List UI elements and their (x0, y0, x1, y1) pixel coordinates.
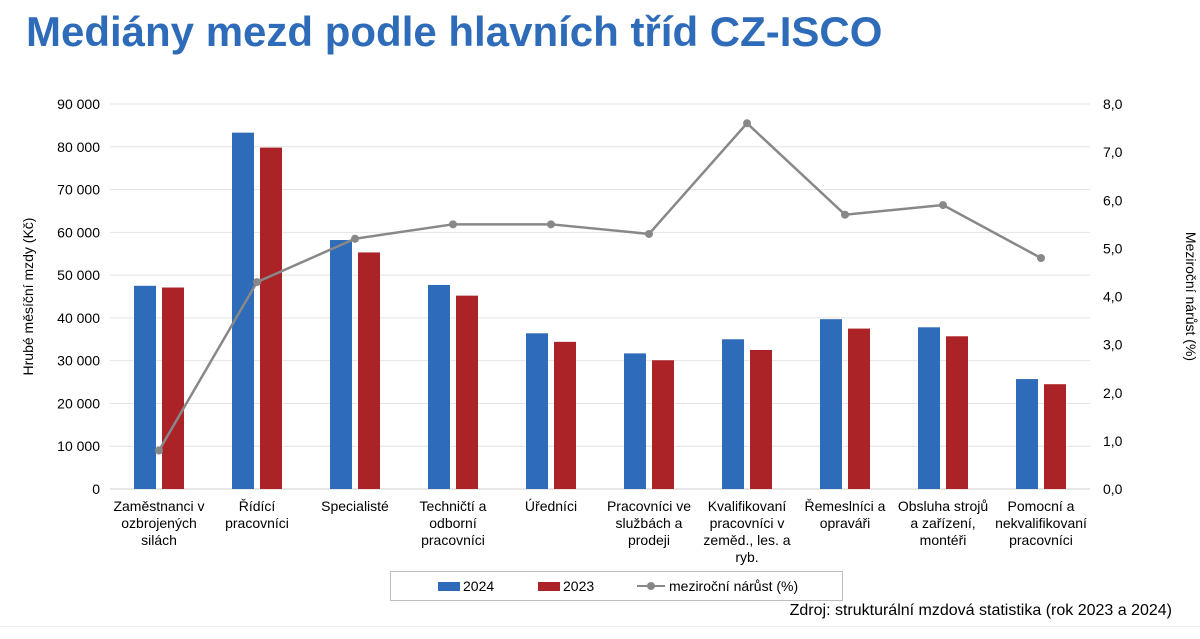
bar-2023 (554, 341, 576, 489)
growth-point (449, 220, 457, 229)
x-category-label: Obsluha strojů (898, 498, 988, 514)
bar-2024 (820, 319, 842, 489)
legend-item-2023: 2023 (538, 572, 594, 600)
growth-point (547, 220, 555, 229)
x-category-label: silách (141, 532, 177, 548)
growth-point (939, 201, 947, 210)
y2-tick-label: 2,0 (1103, 385, 1123, 401)
y-axis-title: Hrubé měsíční mzdy (Kč) (20, 218, 36, 376)
bar-2024 (134, 285, 156, 489)
page-title: Mediány mezd podle hlavních tříd CZ-ISCO (26, 8, 883, 55)
x-category-label: montéři (920, 532, 967, 548)
y2-tick-label: 5,0 (1103, 240, 1123, 256)
y2-tick-label: 0,0 (1103, 481, 1123, 497)
x-category-label: odborní (429, 515, 477, 531)
y2-tick-label: 6,0 (1103, 192, 1123, 208)
x-category-label: pracovníci (1009, 532, 1073, 548)
x-category-label: Úředníci (525, 498, 577, 514)
y-tick-label: 30 000 (57, 353, 100, 369)
bar-2024 (428, 284, 450, 489)
x-category-label: Kvalifikovaní (708, 498, 787, 514)
x-category-label: a zařízení, (910, 515, 975, 531)
x-category-label: Techničtí a (420, 498, 487, 514)
bar-2024 (918, 327, 940, 489)
growth-point (743, 119, 751, 128)
y2-tick-label: 4,0 (1103, 289, 1123, 305)
bar-2024 (1016, 379, 1038, 489)
bar-2023 (750, 349, 772, 489)
legend-item-2024: 2024 (438, 572, 494, 600)
y-tick-label: 20 000 (57, 395, 100, 411)
bar-2023 (162, 287, 184, 489)
legend-label-2024: 2024 (463, 578, 495, 594)
bar-2023 (358, 252, 380, 489)
legend-swatch-2023 (538, 581, 560, 591)
growth-point (155, 446, 163, 455)
source-note: Zdroj: strukturální mzdová statistika (r… (789, 602, 1172, 619)
x-category-label: Řídící (239, 498, 276, 514)
x-category-label: Řemeslníci a (805, 498, 886, 514)
y-tick-label: 0 (92, 481, 100, 497)
legend-label-2023: 2023 (563, 578, 595, 594)
y-tick-label: 80 000 (57, 139, 100, 155)
growth-point (841, 210, 849, 219)
y2-tick-label: 1,0 (1103, 433, 1123, 449)
legend-item-growth: meziroční nárůst (%) (637, 572, 798, 600)
x-category-label: Pomocní a (1008, 498, 1075, 514)
legend-swatch-growth (637, 581, 665, 591)
y2-tick-label: 7,0 (1103, 144, 1123, 160)
bar-2023 (1044, 384, 1066, 489)
x-category-label: zeměd., les. a (703, 532, 790, 548)
bar-2023 (652, 360, 674, 489)
chart-legend: 2024 2023 meziroční nárůst (%) (390, 571, 843, 601)
y-tick-label: 60 000 (57, 224, 100, 240)
growth-point (351, 234, 359, 243)
bar-2024 (330, 240, 352, 489)
y2-axis-title: Meziroční nárůst (%) (1183, 232, 1199, 361)
growth-point (1037, 254, 1045, 262)
growth-point (645, 229, 653, 238)
x-category-label: prodeji (628, 532, 670, 548)
x-category-label: Zaměstnanci v (113, 498, 204, 514)
x-category-label: službách a (616, 515, 683, 531)
x-category-label: nekvalifikovaní (995, 515, 1087, 531)
y-tick-label: 50 000 (57, 267, 100, 283)
x-category-label: ozbrojených (121, 515, 197, 531)
y-tick-label: 70 000 (57, 182, 100, 198)
x-category-label: Specialisté (321, 498, 389, 514)
legend-swatch-2024 (438, 581, 460, 591)
x-category-label: pracovníci v (710, 515, 785, 531)
x-category-label: Pracovníci ve (607, 498, 691, 514)
growth-line (157, 121, 1042, 452)
y-tick-label: 90 000 (57, 96, 100, 112)
bar-2023 (260, 147, 282, 489)
x-category-label: pracovníci (421, 532, 485, 548)
y-tick-label: 40 000 (57, 310, 100, 326)
bar-2024 (526, 333, 548, 489)
y2-tick-label: 3,0 (1103, 337, 1123, 353)
legend-label-growth: meziroční nárůst (%) (669, 578, 799, 594)
growth-point (253, 278, 261, 287)
bar-2023 (456, 295, 478, 489)
bottom-divider (0, 626, 1200, 627)
x-category-label: pracovníci (225, 515, 289, 531)
bar-2024 (722, 339, 744, 489)
bar-2023 (946, 336, 968, 489)
bar-2024 (624, 353, 646, 489)
x-category-label: ryb. (735, 549, 758, 565)
x-category-label: opraváři (820, 515, 871, 531)
y2-tick-label: 8,0 (1103, 96, 1123, 112)
y-tick-label: 10 000 (57, 438, 100, 454)
bar-2024 (232, 132, 254, 489)
bar-2023 (848, 328, 870, 489)
